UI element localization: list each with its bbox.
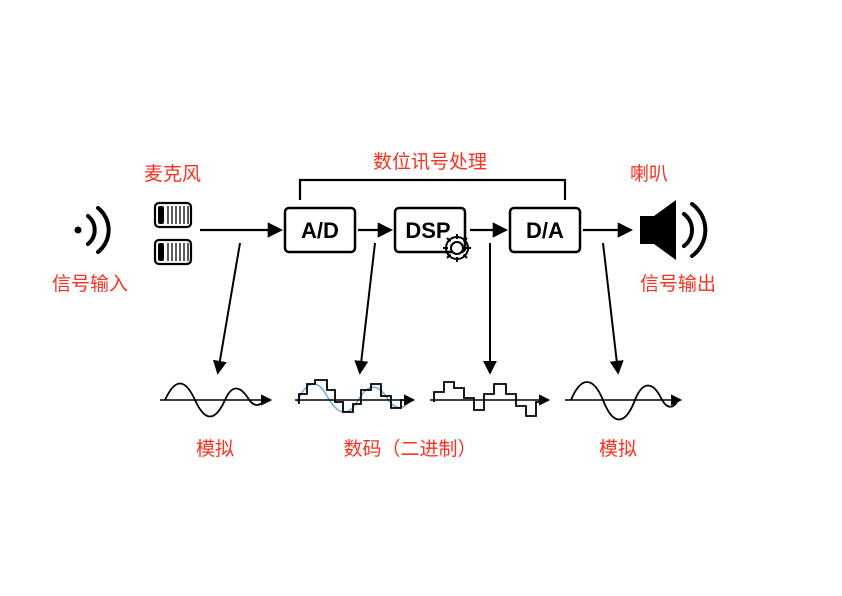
microphone-icon [155, 203, 191, 227]
dsp-title-label: 数位讯号处理 [373, 151, 487, 173]
sound-input-icon [75, 208, 109, 252]
waveform-analog-in [160, 384, 270, 417]
speaker-icon [640, 200, 705, 260]
da-box-label: D/A [526, 218, 564, 243]
analog-right-label: 模拟 [599, 438, 637, 460]
signal-in-label: 信号输入 [52, 273, 128, 295]
ad-box-label: A/D [301, 218, 339, 243]
dsp-flow-diagram: A/D DSP D/A [0, 0, 842, 596]
arrow-to-wave-2 [360, 243, 375, 372]
analog-left-label: 模拟 [196, 438, 234, 460]
digital-binary-label: 数码（二进制） [343, 438, 476, 460]
arrow-to-wave-4 [603, 243, 618, 372]
microphone-label: 麦克风 [144, 163, 201, 185]
microphone-icon [155, 240, 191, 264]
waveform-digital-1 [295, 380, 413, 412]
dsp-box-label: DSP [405, 218, 450, 243]
gear-icon [443, 234, 471, 262]
waveform-analog-out [565, 382, 680, 420]
speaker-label: 喇叭 [630, 163, 668, 185]
arrow-to-wave-1 [218, 243, 240, 372]
signal-out-label: 信号输出 [640, 273, 716, 295]
dsp-bracket [300, 180, 565, 200]
waveform-digital-2 [430, 382, 548, 416]
